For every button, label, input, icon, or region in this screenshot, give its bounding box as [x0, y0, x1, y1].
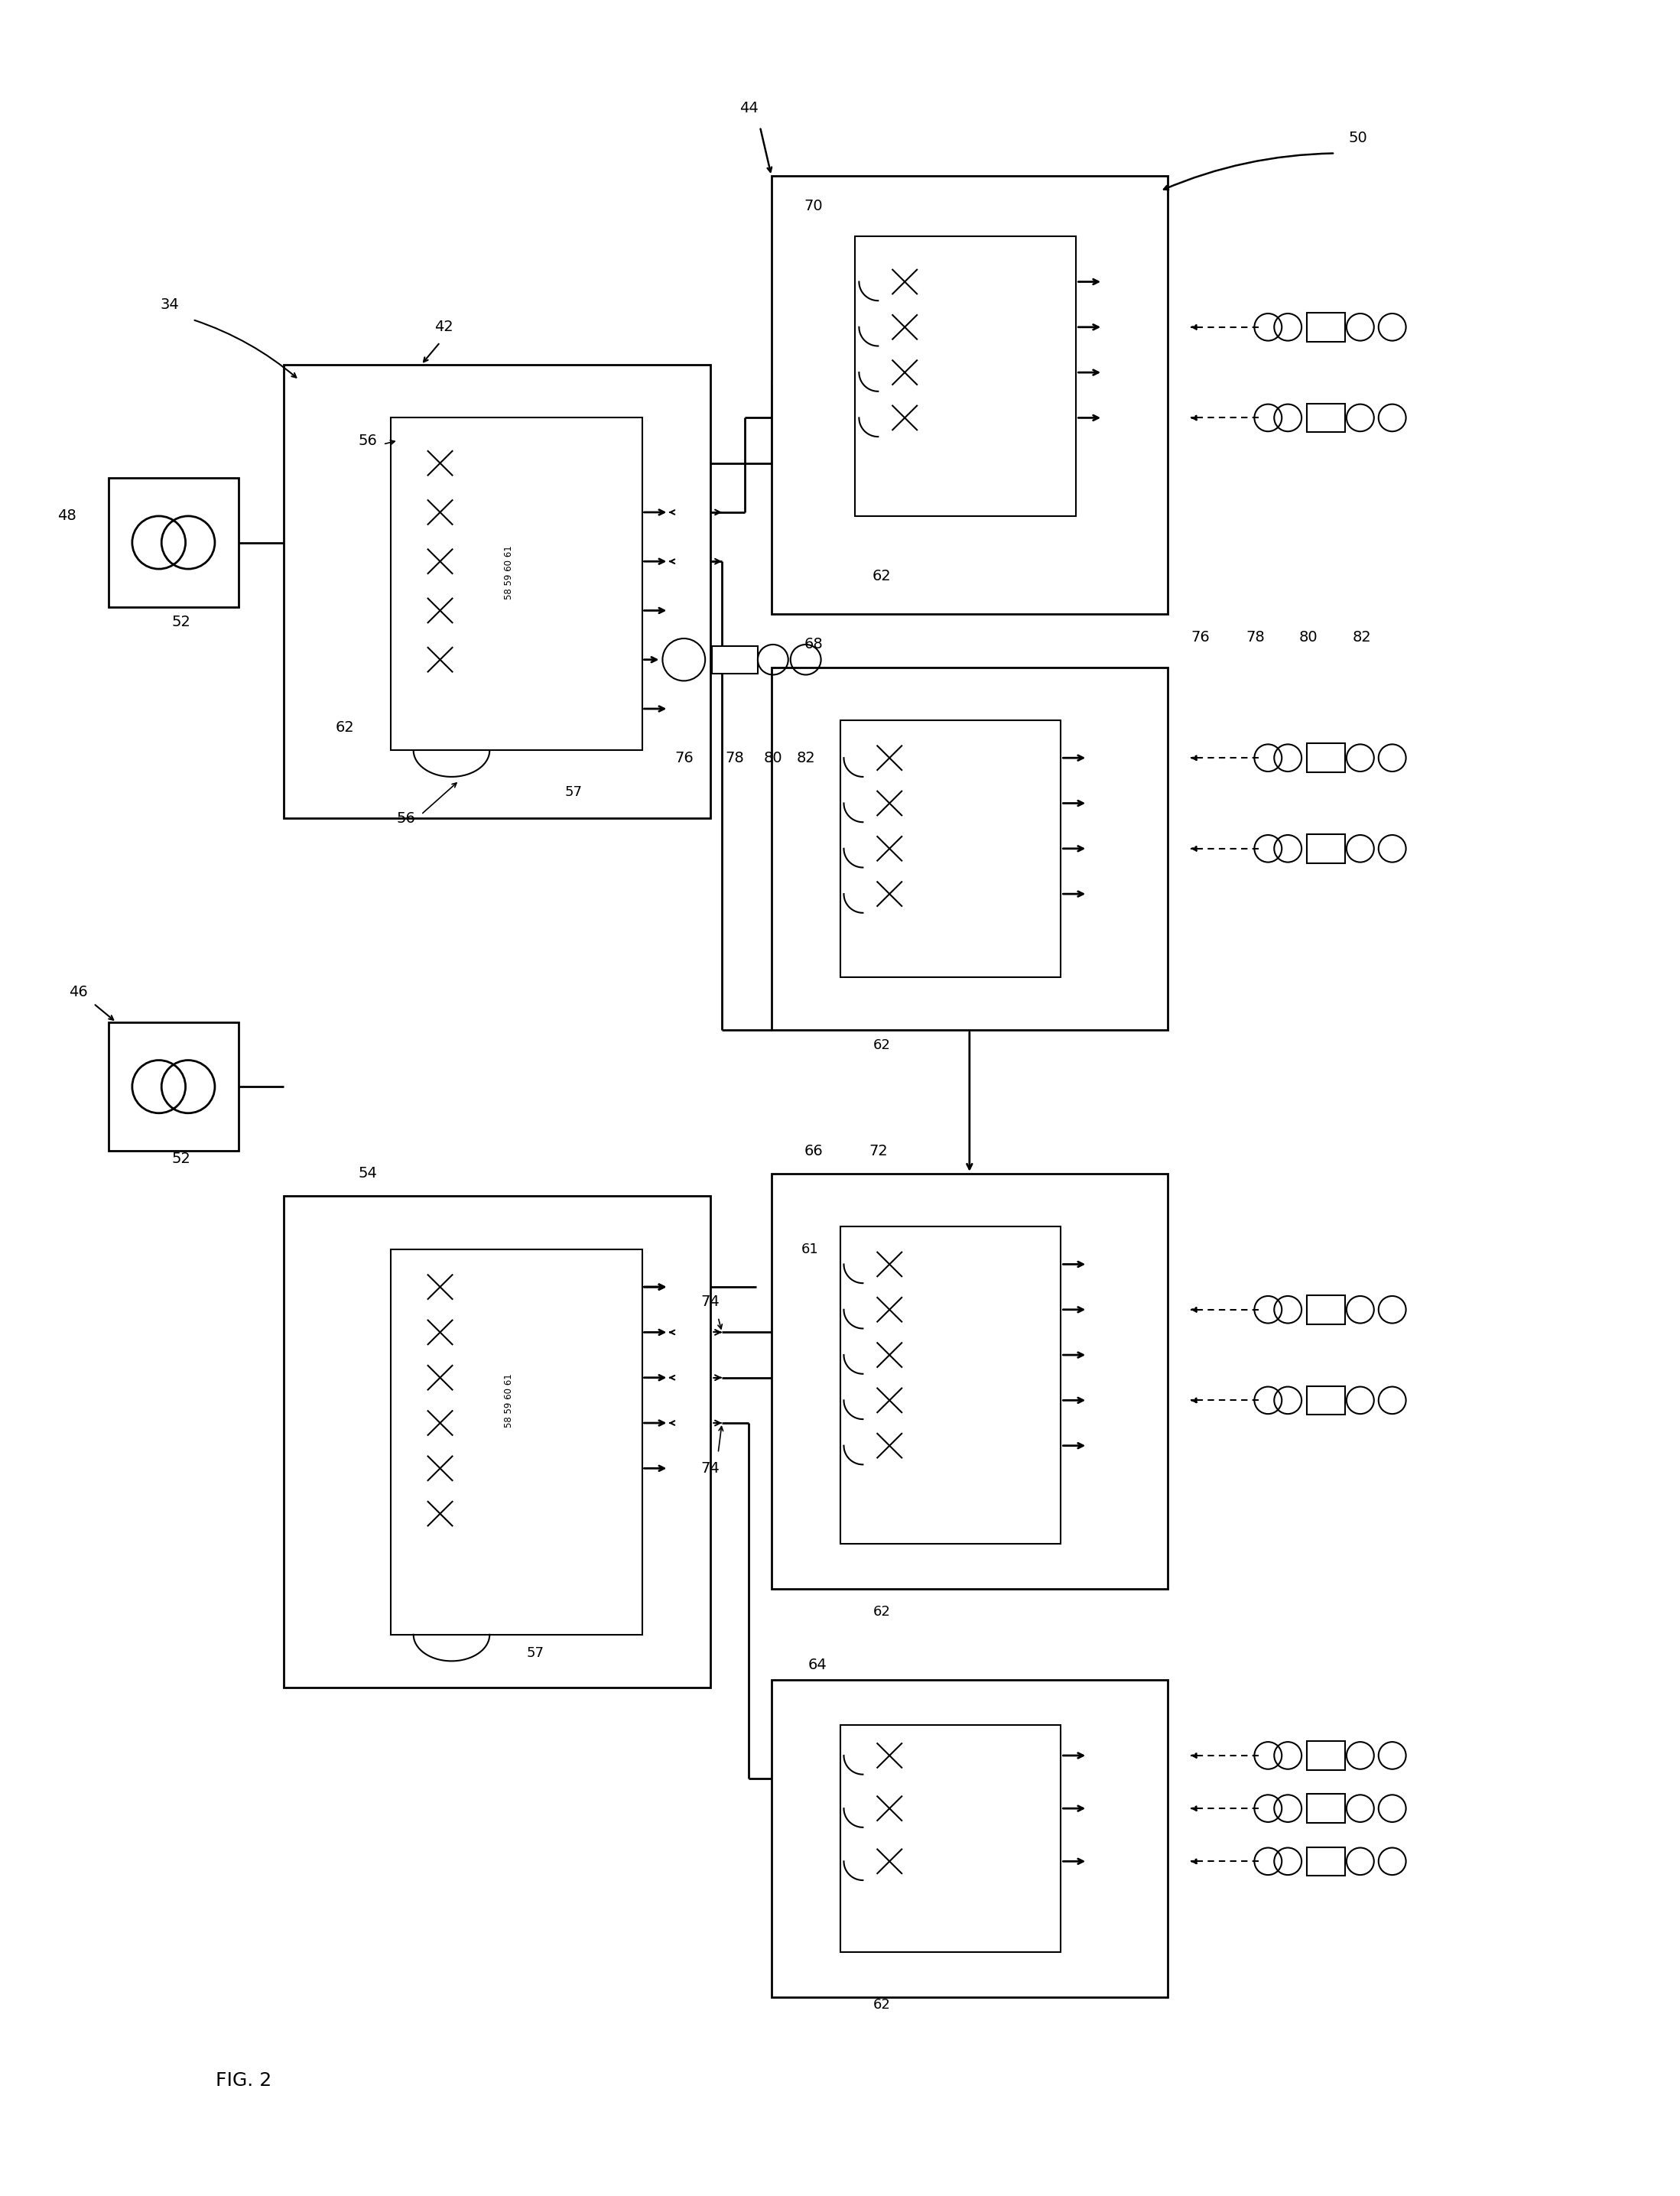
Text: 46: 46 [69, 986, 87, 999]
Text: 82: 82 [796, 751, 815, 764]
Text: 78: 78 [1245, 630, 1265, 643]
Text: 44: 44 [739, 101, 758, 114]
Text: 70: 70 [805, 200, 823, 213]
Bar [109, 1023, 239, 1151]
Bar [390, 1250, 642, 1634]
Text: 56: 56 [396, 810, 415, 826]
Text: 80: 80 [763, 751, 783, 764]
Text: 80: 80 [1299, 630, 1317, 643]
Bar [840, 1228, 1060, 1544]
Bar [771, 176, 1168, 615]
Bar [284, 1197, 711, 1687]
Bar [109, 479, 239, 606]
Text: 72: 72 [869, 1144, 887, 1157]
Bar [1307, 1847, 1346, 1875]
Text: 54: 54 [358, 1166, 378, 1181]
Text: 62: 62 [336, 720, 354, 736]
Text: 58 59 60 61: 58 59 60 61 [504, 545, 514, 600]
Text: 74: 74 [701, 1460, 721, 1476]
Text: 34: 34 [160, 296, 180, 312]
Text: 62: 62 [872, 569, 892, 584]
Bar [1307, 312, 1346, 340]
Text: 64: 64 [808, 1658, 827, 1671]
Text: 42: 42 [435, 321, 454, 334]
Text: 57: 57 [564, 784, 583, 799]
Bar [712, 646, 758, 674]
Text: 56: 56 [358, 433, 378, 448]
Bar [840, 720, 1060, 977]
Text: 76: 76 [674, 751, 694, 764]
Bar [1307, 404, 1346, 433]
Text: 74: 74 [701, 1296, 721, 1309]
Bar [771, 668, 1168, 1030]
Text: 52: 52 [171, 1151, 190, 1166]
Bar [855, 237, 1077, 516]
Text: 62: 62 [874, 1998, 890, 2012]
Bar [1307, 1296, 1346, 1324]
Bar [1307, 1794, 1346, 1823]
Text: 62: 62 [874, 1605, 890, 1618]
Text: 58 59 60 61: 58 59 60 61 [504, 1372, 514, 1427]
Text: 62: 62 [874, 1039, 890, 1052]
Text: 48: 48 [57, 509, 76, 523]
Bar [390, 417, 642, 751]
Bar [771, 1680, 1168, 1998]
Text: 76: 76 [1191, 630, 1210, 643]
Text: 61: 61 [801, 1243, 818, 1256]
Bar [284, 365, 711, 819]
Bar [1307, 834, 1346, 863]
Text: FIG. 2: FIG. 2 [215, 2071, 272, 2091]
Text: 68: 68 [803, 637, 823, 652]
Text: 50: 50 [1349, 132, 1368, 145]
Bar [1307, 1386, 1346, 1414]
Text: 66: 66 [803, 1144, 823, 1157]
Text: 52: 52 [171, 615, 190, 628]
Text: 57: 57 [526, 1647, 544, 1660]
Bar [1307, 744, 1346, 773]
Bar [840, 1726, 1060, 1952]
Text: 78: 78 [726, 751, 744, 764]
Bar [1307, 1741, 1346, 1770]
Text: 82: 82 [1352, 630, 1371, 643]
Bar [771, 1173, 1168, 1590]
